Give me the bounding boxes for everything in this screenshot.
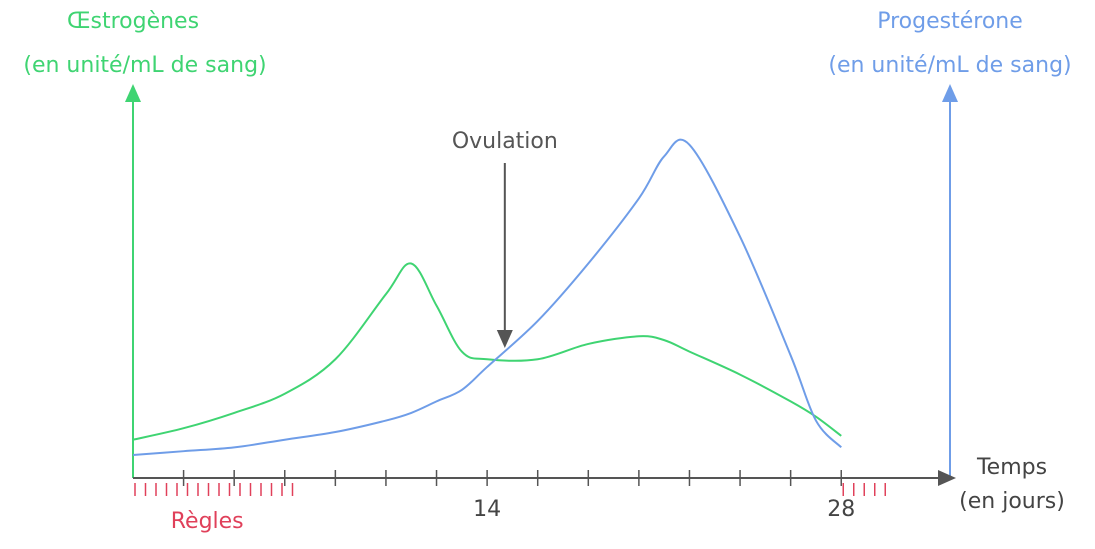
- x-axis-unit: (en jours): [959, 489, 1065, 514]
- x-tick-label: 28: [827, 497, 855, 522]
- period: [842, 483, 886, 496]
- y-axis-label: (en unité/mL de sang): [23, 53, 266, 78]
- series-name: Progestérone: [877, 9, 1023, 34]
- annotation: Ovulation: [452, 129, 558, 154]
- series-line: [132, 262, 842, 441]
- y2-axis-label: (en unité/mL de sang): [828, 53, 1071, 78]
- series-line: [132, 138, 842, 457]
- series-name: Œstrogènes: [67, 9, 199, 34]
- x-axis-label: Temps: [976, 455, 1047, 480]
- x-tick-label: 14: [473, 497, 501, 522]
- period-label: Règles: [171, 509, 244, 534]
- period: [134, 483, 294, 496]
